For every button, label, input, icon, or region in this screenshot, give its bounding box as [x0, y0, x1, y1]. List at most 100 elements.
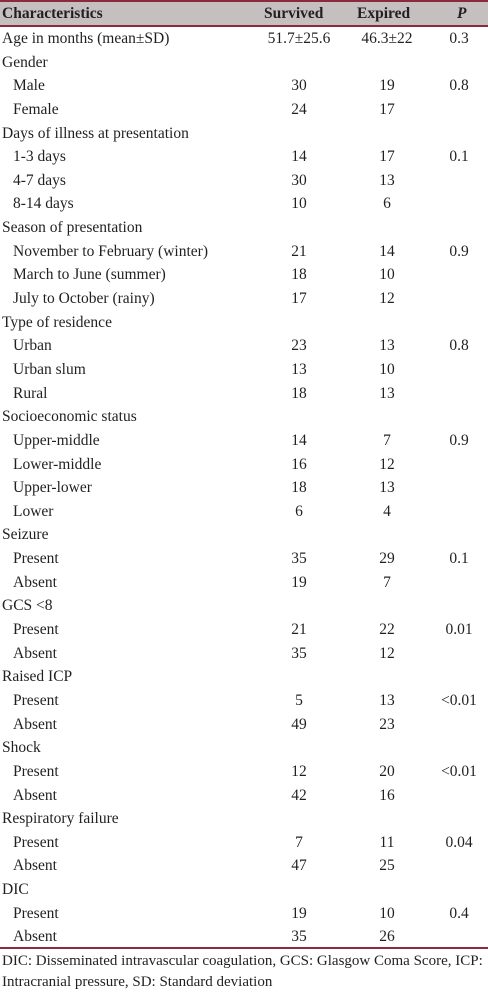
- row-label: Present: [13, 550, 59, 568]
- cell-p-value: 0.4: [449, 904, 469, 922]
- row-label: Upper-middle: [13, 431, 100, 449]
- table-subrow: Present 21 22 0.01: [0, 618, 488, 642]
- table-subrow: Upper-middle 14 7 0.9: [0, 429, 488, 453]
- cell-survived: 30: [291, 77, 307, 95]
- row-label: Present: [13, 691, 59, 709]
- row-label: Days of illness at presentation: [2, 124, 189, 142]
- table-subrow: Absent 47 25: [0, 854, 488, 878]
- table-footnote: DIC: Disseminated intravascular coagulat…: [2, 953, 483, 990]
- row-label: Present: [13, 904, 59, 922]
- cell-p-value: 0.9: [449, 431, 469, 449]
- table-subrow: Present 7 11 0.04: [0, 831, 488, 855]
- cell-expired: 26: [379, 928, 395, 946]
- cell-expired: 12: [379, 290, 395, 308]
- cell-survived: 51.7±25.6: [267, 30, 331, 47]
- row-label: Female: [13, 100, 59, 118]
- row-label: Present: [13, 762, 59, 780]
- cell-expired: 13: [379, 691, 395, 709]
- table-subrow: Present 35 29 0.1: [0, 547, 488, 571]
- cell-survived: 30: [291, 171, 307, 189]
- cell-p-value: <0.01: [441, 691, 477, 709]
- cell-expired: 13: [379, 337, 395, 355]
- cell-survived: 47: [291, 857, 307, 875]
- table-subrow: Urban slum 13 10: [0, 358, 488, 382]
- cell-p-value: 0.1: [449, 148, 469, 166]
- cell-survived: 21: [291, 242, 307, 260]
- cell-p-value: 0.9: [449, 242, 469, 260]
- cell-survived: 49: [291, 715, 307, 733]
- cell-survived: 19: [291, 904, 307, 922]
- row-label: Absent: [13, 928, 57, 946]
- cell-survived: 42: [291, 786, 307, 804]
- cell-expired: 7: [383, 431, 391, 449]
- row-label: Absent: [13, 715, 57, 733]
- cell-expired: 10: [379, 266, 395, 284]
- cell-expired: 19: [379, 77, 395, 95]
- row-label: Upper-lower: [13, 479, 92, 497]
- row-label: Type of residence: [2, 313, 112, 331]
- cell-expired: 10: [379, 360, 395, 378]
- table-subrow: 8-14 days 10 6: [0, 192, 488, 216]
- table-row: Gender: [0, 51, 488, 75]
- table-subrow: Lower 6 4: [0, 500, 488, 524]
- table-row: Respiratory failure: [0, 807, 488, 831]
- row-label: Gender: [2, 53, 48, 71]
- cell-expired: 12: [379, 455, 395, 473]
- row-label: 4-7 days: [13, 171, 66, 189]
- table-bottom-rule: [0, 947, 488, 949]
- table-subrow: Absent 42 16: [0, 784, 488, 808]
- row-label: Absent: [13, 857, 57, 875]
- cell-survived: 35: [291, 644, 307, 662]
- cell-survived: 14: [291, 431, 307, 449]
- row-label: Rural: [13, 384, 48, 402]
- cell-expired: 13: [379, 171, 395, 189]
- header-expired: Expired: [357, 5, 411, 22]
- row-label: Seizure: [2, 526, 49, 544]
- cell-expired: 14: [379, 242, 395, 260]
- cell-survived: 10: [291, 195, 307, 213]
- header-survived: Survived: [264, 5, 324, 22]
- cell-survived: 23: [291, 337, 307, 355]
- table-row: Socioeconomic status: [0, 405, 488, 429]
- row-label: Urban slum: [13, 360, 86, 378]
- table-subrow: 4-7 days 30 13: [0, 169, 488, 193]
- cell-p-value: 0.8: [449, 337, 469, 355]
- cell-p-value: <0.01: [441, 762, 477, 780]
- row-label: November to February (winter): [13, 242, 208, 260]
- table-row: Shock: [0, 736, 488, 760]
- table-subrow: Male 30 19 0.8: [0, 74, 488, 98]
- cell-expired: 17: [379, 100, 395, 118]
- cell-expired: 4: [383, 502, 391, 520]
- table-row: Seizure: [0, 523, 488, 547]
- row-label: Raised ICP: [2, 668, 73, 686]
- cell-survived: 21: [291, 621, 307, 639]
- row-label: GCS <8: [2, 597, 53, 615]
- table-subrow: Absent 19 7: [0, 571, 488, 595]
- cell-survived: 13: [291, 360, 307, 378]
- cell-expired: 17: [379, 148, 395, 166]
- cell-survived: 17: [291, 290, 307, 308]
- row-label: Absent: [13, 786, 57, 804]
- row-label: Absent: [13, 573, 57, 591]
- row-label: Male: [13, 77, 45, 95]
- table-subrow: Rural 18 13: [0, 382, 488, 406]
- cell-survived: 12: [291, 762, 307, 780]
- cell-expired: 10: [379, 904, 395, 922]
- cell-survived: 14: [291, 148, 307, 166]
- cell-expired: 20: [379, 762, 395, 780]
- cell-p-value: 0.8: [449, 77, 469, 95]
- cell-expired: 16: [379, 786, 395, 804]
- row-label: DIC: [2, 881, 29, 899]
- table-row: DIC: [0, 878, 488, 902]
- table-subrow: July to October (rainy) 17 12: [0, 287, 488, 311]
- table-subrow: Lower-middle 16 12: [0, 453, 488, 477]
- table-subrow: Absent 35 26: [0, 925, 488, 949]
- row-label: Lower: [13, 502, 54, 520]
- cell-survived: 16: [291, 455, 307, 473]
- cell-expired: 13: [379, 384, 395, 402]
- cell-expired: 23: [379, 715, 395, 733]
- table-header: Characteristics Survived Expired P: [0, 0, 488, 27]
- row-label: Present: [13, 833, 59, 851]
- row-label: 1-3 days: [13, 148, 66, 166]
- cell-p-value: 0.3: [449, 30, 469, 47]
